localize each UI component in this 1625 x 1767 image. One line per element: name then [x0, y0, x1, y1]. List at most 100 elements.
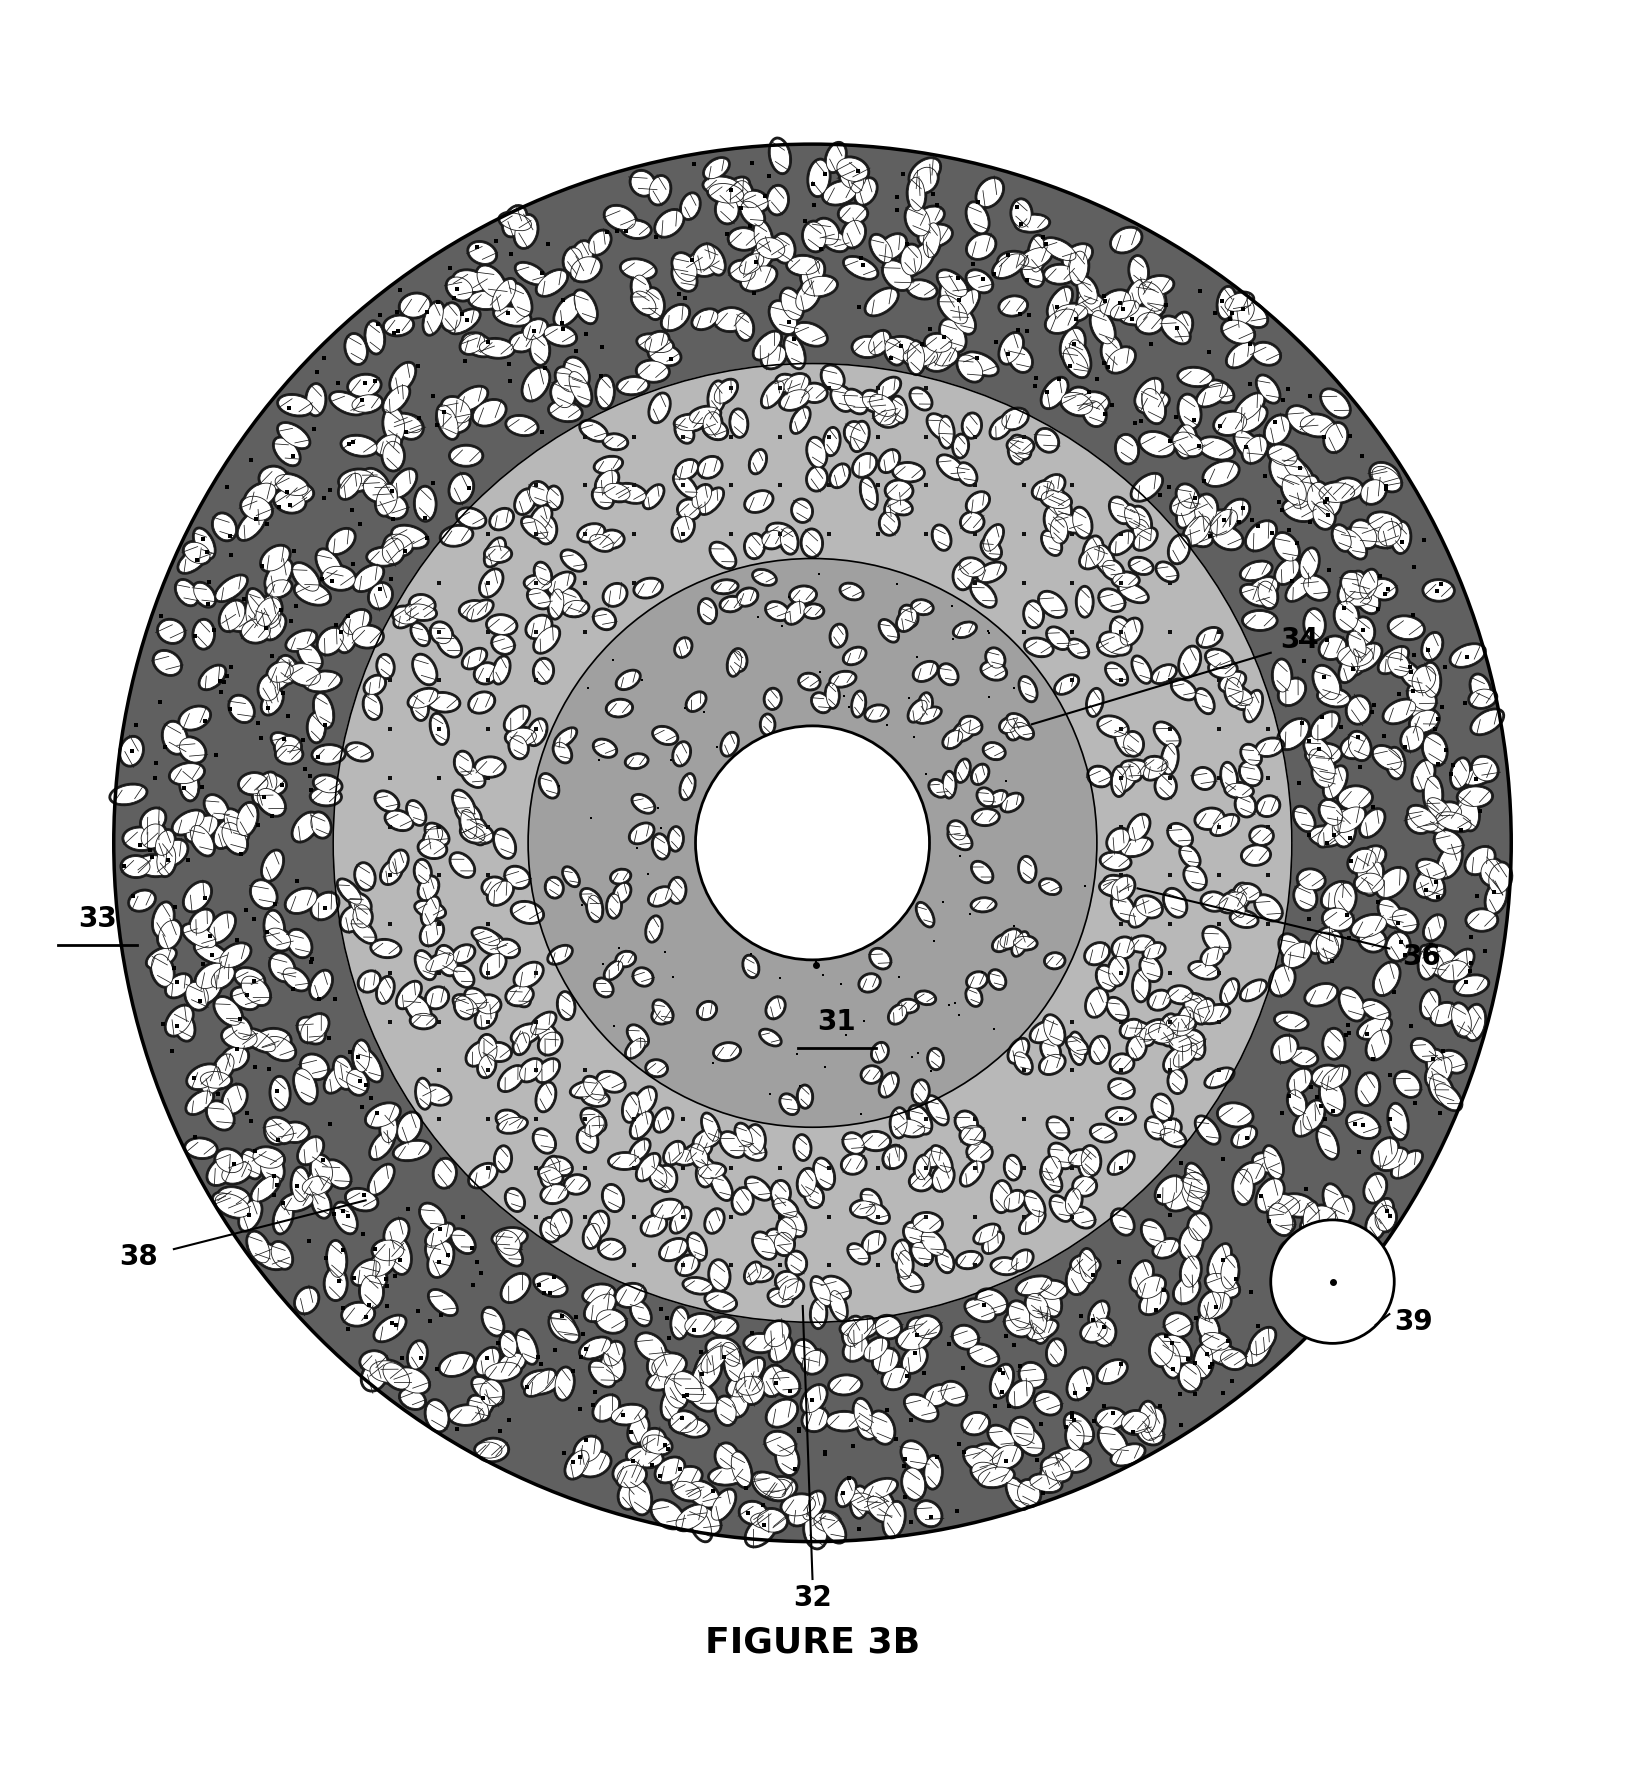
Ellipse shape [876, 231, 908, 262]
Ellipse shape [535, 564, 551, 585]
Ellipse shape [1034, 1309, 1051, 1343]
Ellipse shape [1209, 1345, 1237, 1364]
Ellipse shape [254, 1027, 292, 1055]
Ellipse shape [362, 673, 387, 696]
Ellipse shape [717, 196, 738, 223]
Ellipse shape [1349, 518, 1380, 550]
Ellipse shape [791, 1338, 819, 1368]
Ellipse shape [892, 398, 907, 422]
Ellipse shape [1220, 318, 1256, 346]
Ellipse shape [1219, 288, 1235, 318]
Ellipse shape [614, 668, 642, 691]
Ellipse shape [860, 1064, 884, 1085]
Ellipse shape [785, 336, 804, 368]
Ellipse shape [536, 1164, 564, 1186]
Ellipse shape [275, 475, 309, 495]
Ellipse shape [770, 302, 796, 334]
Ellipse shape [1292, 1104, 1324, 1138]
Ellipse shape [1222, 290, 1254, 315]
Ellipse shape [1233, 884, 1250, 906]
Ellipse shape [562, 355, 592, 391]
Ellipse shape [359, 1050, 382, 1081]
Ellipse shape [167, 762, 206, 786]
Ellipse shape [1370, 465, 1404, 493]
Ellipse shape [1118, 758, 1150, 781]
Ellipse shape [247, 1232, 270, 1263]
Ellipse shape [811, 691, 832, 714]
Ellipse shape [800, 675, 819, 689]
Ellipse shape [775, 1232, 793, 1255]
Ellipse shape [317, 550, 341, 581]
Ellipse shape [1162, 1343, 1181, 1376]
Ellipse shape [848, 1198, 878, 1219]
Ellipse shape [1194, 382, 1230, 408]
Ellipse shape [780, 528, 798, 553]
Ellipse shape [1056, 675, 1077, 693]
Ellipse shape [962, 1124, 982, 1145]
Ellipse shape [322, 565, 356, 590]
Ellipse shape [419, 894, 442, 928]
Ellipse shape [583, 1223, 601, 1248]
Ellipse shape [375, 435, 401, 454]
Ellipse shape [280, 1191, 315, 1212]
Ellipse shape [1128, 505, 1154, 539]
Ellipse shape [673, 1481, 700, 1500]
Ellipse shape [748, 1126, 764, 1154]
Ellipse shape [746, 1263, 760, 1283]
Ellipse shape [959, 1159, 985, 1187]
Ellipse shape [1415, 871, 1438, 896]
Ellipse shape [275, 654, 299, 686]
Ellipse shape [842, 1334, 871, 1362]
Ellipse shape [704, 1207, 726, 1235]
Ellipse shape [564, 247, 582, 272]
Ellipse shape [1069, 1034, 1084, 1064]
Ellipse shape [1185, 525, 1214, 548]
Text: 33: 33 [78, 905, 117, 933]
Ellipse shape [396, 982, 421, 1007]
Ellipse shape [1232, 1166, 1256, 1207]
Ellipse shape [835, 1475, 858, 1509]
Ellipse shape [713, 1394, 739, 1428]
Ellipse shape [1090, 1316, 1118, 1348]
Ellipse shape [492, 304, 533, 327]
Ellipse shape [1306, 744, 1341, 765]
Ellipse shape [483, 537, 507, 569]
Ellipse shape [1185, 1032, 1206, 1060]
Ellipse shape [1368, 461, 1401, 489]
Ellipse shape [145, 945, 177, 970]
Ellipse shape [1334, 884, 1355, 914]
Ellipse shape [258, 544, 291, 573]
Ellipse shape [1008, 1380, 1034, 1407]
Ellipse shape [398, 1113, 421, 1141]
Ellipse shape [533, 560, 552, 587]
Ellipse shape [1336, 601, 1358, 631]
Ellipse shape [759, 712, 777, 737]
Ellipse shape [965, 1301, 994, 1320]
Ellipse shape [431, 714, 448, 744]
Ellipse shape [926, 1046, 944, 1071]
Ellipse shape [921, 221, 942, 260]
Ellipse shape [767, 1286, 795, 1308]
Ellipse shape [618, 1465, 645, 1488]
Ellipse shape [1303, 1202, 1320, 1237]
Ellipse shape [1206, 1242, 1233, 1279]
Ellipse shape [1432, 1004, 1456, 1025]
Ellipse shape [239, 617, 273, 645]
Ellipse shape [1181, 1177, 1202, 1210]
Ellipse shape [330, 392, 364, 413]
Ellipse shape [811, 1301, 826, 1327]
Ellipse shape [866, 288, 897, 315]
Ellipse shape [1029, 237, 1045, 272]
Ellipse shape [632, 292, 656, 315]
Ellipse shape [629, 170, 656, 198]
Ellipse shape [798, 671, 822, 691]
Ellipse shape [281, 965, 310, 993]
Ellipse shape [689, 253, 717, 276]
Ellipse shape [440, 413, 470, 433]
Ellipse shape [962, 1445, 998, 1475]
Ellipse shape [670, 1465, 704, 1491]
Ellipse shape [1472, 710, 1503, 733]
Ellipse shape [1113, 573, 1139, 587]
Ellipse shape [1009, 1249, 1035, 1272]
Ellipse shape [403, 601, 439, 622]
